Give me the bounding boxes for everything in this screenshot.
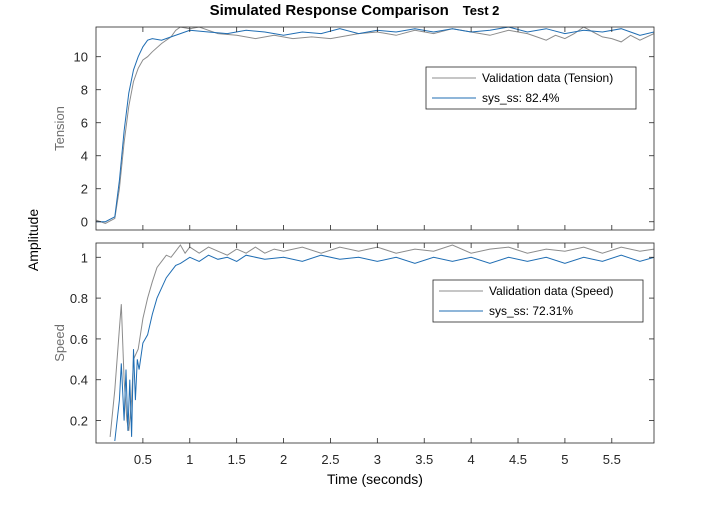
y-tick-label: 0.4 (70, 373, 88, 388)
x-tick-label: 1 (186, 452, 193, 467)
axes-box-1 (95, 26, 655, 231)
y-tick-label: 0.6 (70, 332, 88, 347)
y-tick-label: 2 (81, 182, 88, 197)
legend-box (432, 279, 644, 323)
chart-subtitle: Test 2 (462, 3, 500, 18)
chart-title: Simulated Response Comparison (209, 2, 449, 19)
series-line-1-1 (96, 27, 654, 224)
y-axis-label-speed: Speed (52, 324, 67, 362)
chart-title-block: Simulated Response Comparison Test 2 (0, 2, 709, 20)
x-tick-label: 4.5 (509, 452, 527, 467)
y-tick-label: 0.2 (70, 414, 88, 429)
x-tick-label: 2.5 (321, 452, 339, 467)
x-tick-label: 0.5 (134, 452, 152, 467)
legend-1: Validation data (Tension) sys_ss: 82.4% (425, 66, 637, 110)
y-tick-label: 6 (81, 116, 88, 131)
x-tick-label: 3.5 (415, 452, 433, 467)
y-tick-label: 8 (81, 83, 88, 98)
legend-entry: Validation data (Speed) (489, 284, 614, 298)
y-axis-label-tension: Tension (52, 106, 67, 151)
y-tick-label: 10 (74, 50, 88, 65)
x-tick-label: 3 (374, 452, 381, 467)
series-line-2-1 (109, 244, 654, 437)
x-tick-label: 5 (561, 452, 568, 467)
axes-box-2 (95, 242, 655, 444)
x-tick-label: 4 (468, 452, 475, 467)
shared-y-axis-label: Amplitude (25, 209, 41, 271)
x-tick-label: 5.5 (603, 452, 621, 467)
legend-entry: sys_ss: 72.31% (489, 304, 573, 318)
x-tick-label: 2 (280, 452, 287, 467)
legend-2: Validation data (Speed) sys_ss: 72.31% (432, 279, 644, 323)
y-tick-label: 1 (81, 250, 88, 265)
legend-entry: sys_ss: 82.4% (482, 91, 560, 105)
y-tick-label: 4 (81, 149, 88, 164)
chart-panel-1: 0 2 4 6 8 10 Tension Validation data (Tension) s… (52, 26, 655, 231)
series-line-2-2 (114, 254, 654, 442)
legend-entry: Validation data (Tension) (482, 71, 613, 85)
chart-panel-2: 0.5 1 1.5 2 2.5 3 3.5 4 4.5 5 5.5 0.2 0.4 0.6 0.8 1 Spee… (52, 242, 655, 467)
x-tick-label: 1.5 (228, 452, 246, 467)
y-tick-label: 0 (81, 215, 88, 230)
series-line-1-2 (96, 27, 654, 223)
y-tick-label: 0.8 (70, 291, 88, 306)
x-axis-label: Time (seconds) (327, 471, 423, 487)
legend-box (425, 66, 637, 110)
